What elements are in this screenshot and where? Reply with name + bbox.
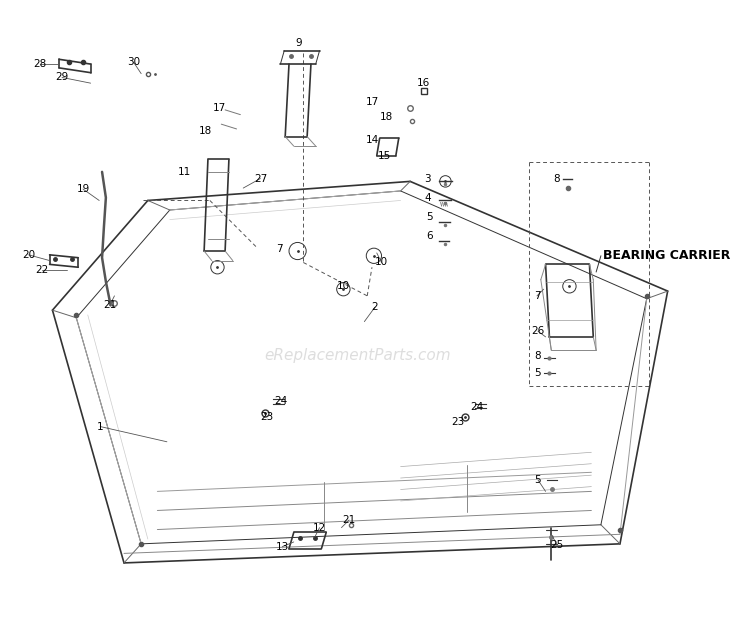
Text: 24: 24: [470, 403, 484, 413]
Text: 12: 12: [313, 523, 326, 532]
Text: 5: 5: [426, 212, 433, 222]
Text: 25: 25: [550, 540, 564, 550]
Text: 17: 17: [213, 103, 226, 113]
Text: 22: 22: [35, 265, 49, 275]
Text: 17: 17: [365, 97, 379, 107]
Text: 30: 30: [127, 57, 140, 67]
Text: 23: 23: [260, 412, 274, 422]
Text: 10: 10: [337, 282, 350, 292]
Text: 27: 27: [254, 174, 267, 184]
Text: 26: 26: [531, 326, 544, 336]
Text: 7: 7: [276, 244, 283, 254]
Text: 9: 9: [296, 38, 302, 48]
Text: eReplacementParts.com: eReplacementParts.com: [264, 349, 451, 364]
Text: 19: 19: [76, 184, 89, 194]
Text: 18: 18: [199, 126, 211, 136]
Text: 21: 21: [103, 300, 116, 310]
Text: 14: 14: [365, 135, 379, 145]
Text: 8: 8: [535, 351, 542, 361]
Text: 4: 4: [424, 192, 430, 203]
Text: 3: 3: [424, 174, 430, 184]
Text: 6: 6: [426, 231, 433, 241]
Text: 20: 20: [22, 250, 35, 260]
Text: 28: 28: [34, 59, 46, 69]
Text: 1: 1: [97, 421, 104, 431]
Text: 2: 2: [371, 302, 378, 312]
Text: 10: 10: [375, 258, 388, 268]
Text: 5: 5: [535, 368, 542, 378]
Text: 15: 15: [378, 150, 391, 161]
Text: 5: 5: [535, 475, 542, 485]
Text: 21: 21: [343, 515, 355, 525]
Text: 7: 7: [534, 291, 540, 301]
Text: 29: 29: [56, 73, 68, 82]
Text: 13: 13: [276, 542, 289, 552]
Text: 11: 11: [178, 167, 190, 177]
Text: 23: 23: [452, 417, 464, 427]
Text: 8: 8: [554, 174, 560, 184]
Text: 18: 18: [380, 112, 393, 122]
Text: 16: 16: [417, 78, 430, 88]
Text: 24: 24: [274, 396, 288, 406]
Text: BEARING CARRIER: BEARING CARRIER: [603, 250, 730, 262]
